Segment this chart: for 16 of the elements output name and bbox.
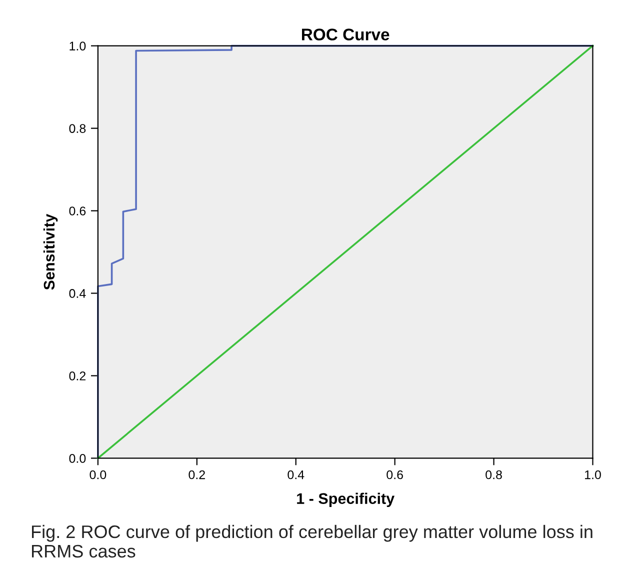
chart-title: ROC Curve xyxy=(302,28,390,40)
x-tick-label: 0.4 xyxy=(288,470,304,480)
y-tick-label: 0.8 xyxy=(69,124,86,133)
y-axis-title: Sensitivity xyxy=(43,214,58,290)
y-tick-label: 0.4 xyxy=(69,289,86,298)
x-axis-title: 1 - Specificity xyxy=(297,492,395,508)
y-tick-label: 1.0 xyxy=(70,42,86,50)
x-tick-label: 0.8 xyxy=(486,470,502,480)
y-tick-label: 0.0 xyxy=(69,454,86,463)
y-tick-label: 0.2 xyxy=(69,372,86,380)
caption: Fig. 2 ROC curve of prediction of cerebellar grey matter volume loss in RRMS cases xyxy=(32,524,592,558)
y-tick-label: 0.6 xyxy=(69,206,86,216)
x-tick-label: 0.0 xyxy=(90,470,106,480)
x-tick-label: 0.2 xyxy=(188,470,205,480)
x-tick-label: 1.0 xyxy=(585,470,601,480)
x-tick-label: 0.6 xyxy=(386,470,403,480)
